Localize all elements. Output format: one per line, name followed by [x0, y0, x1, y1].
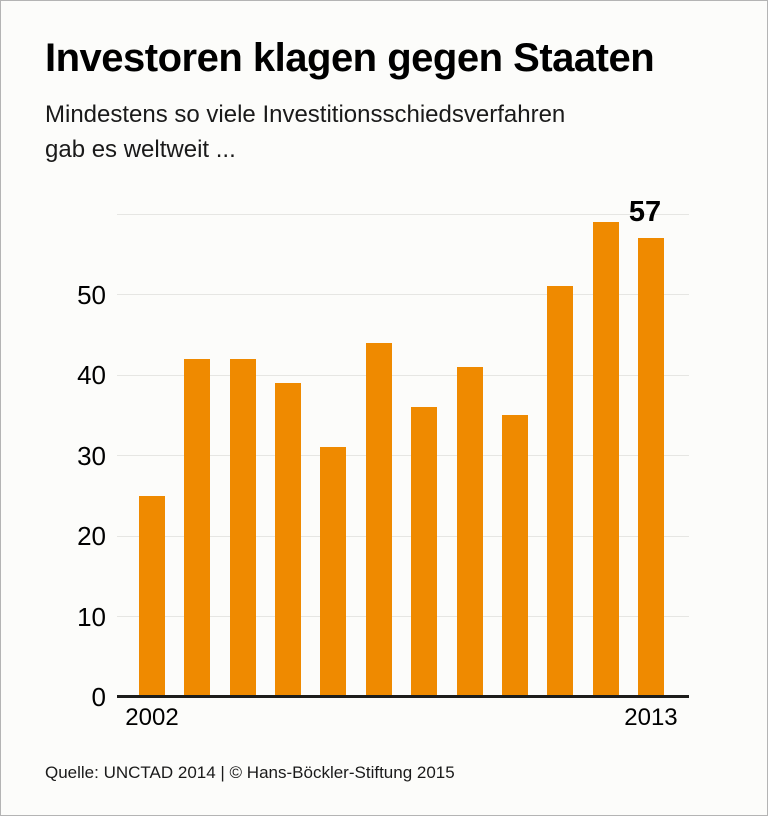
x-tick-label-2013: 2013 [624, 704, 678, 731]
y-tick-label-50: 50 [77, 279, 106, 310]
y-tick-label-20: 20 [77, 521, 106, 551]
gridline-30 [117, 455, 689, 456]
bar-value-label-2013: 57 [628, 196, 662, 228]
gridline-60 [117, 213, 689, 215]
bar-2011 [547, 286, 574, 697]
gridline-20 [117, 535, 689, 537]
x-axis-line [117, 695, 689, 698]
bar-2002 [139, 496, 165, 697]
chart-subtitle-line-2: gab es weltweit ... [45, 136, 236, 163]
bar-2009 [456, 367, 483, 697]
bar-2003 [184, 359, 211, 697]
y-tick-label-30: 30 [77, 440, 106, 471]
gridline-40 [117, 374, 689, 376]
bar-2006 [320, 447, 347, 697]
bar-chart-plot [117, 206, 689, 698]
chart-subtitle: Mindestens so viele Investitionsschiedsv… [45, 97, 565, 167]
chart-subtitle-line-1: Mindestens so viele Investitionsschiedsv… [45, 101, 566, 128]
x-tick-label-2002: 2002 [125, 704, 179, 731]
source-note: Quelle: UNCTAD 2014 | © Hans-Böckler-Sti… [45, 763, 455, 782]
bar-2007 [365, 343, 392, 697]
bar-2012 [592, 222, 619, 697]
gridline-10 [117, 616, 689, 617]
chart-title: Investoren klagen gegen Staaten [45, 36, 655, 80]
gridline-50 [117, 294, 689, 295]
y-tick-label-0: 0 [91, 682, 106, 712]
y-tick-label-10: 10 [77, 601, 106, 632]
bar-2010 [501, 415, 528, 697]
bar-2013 [637, 238, 664, 697]
bar-2005 [275, 383, 302, 697]
bar-2008 [411, 407, 438, 697]
bar-2004 [229, 359, 256, 697]
y-tick-label-40: 40 [77, 360, 106, 390]
